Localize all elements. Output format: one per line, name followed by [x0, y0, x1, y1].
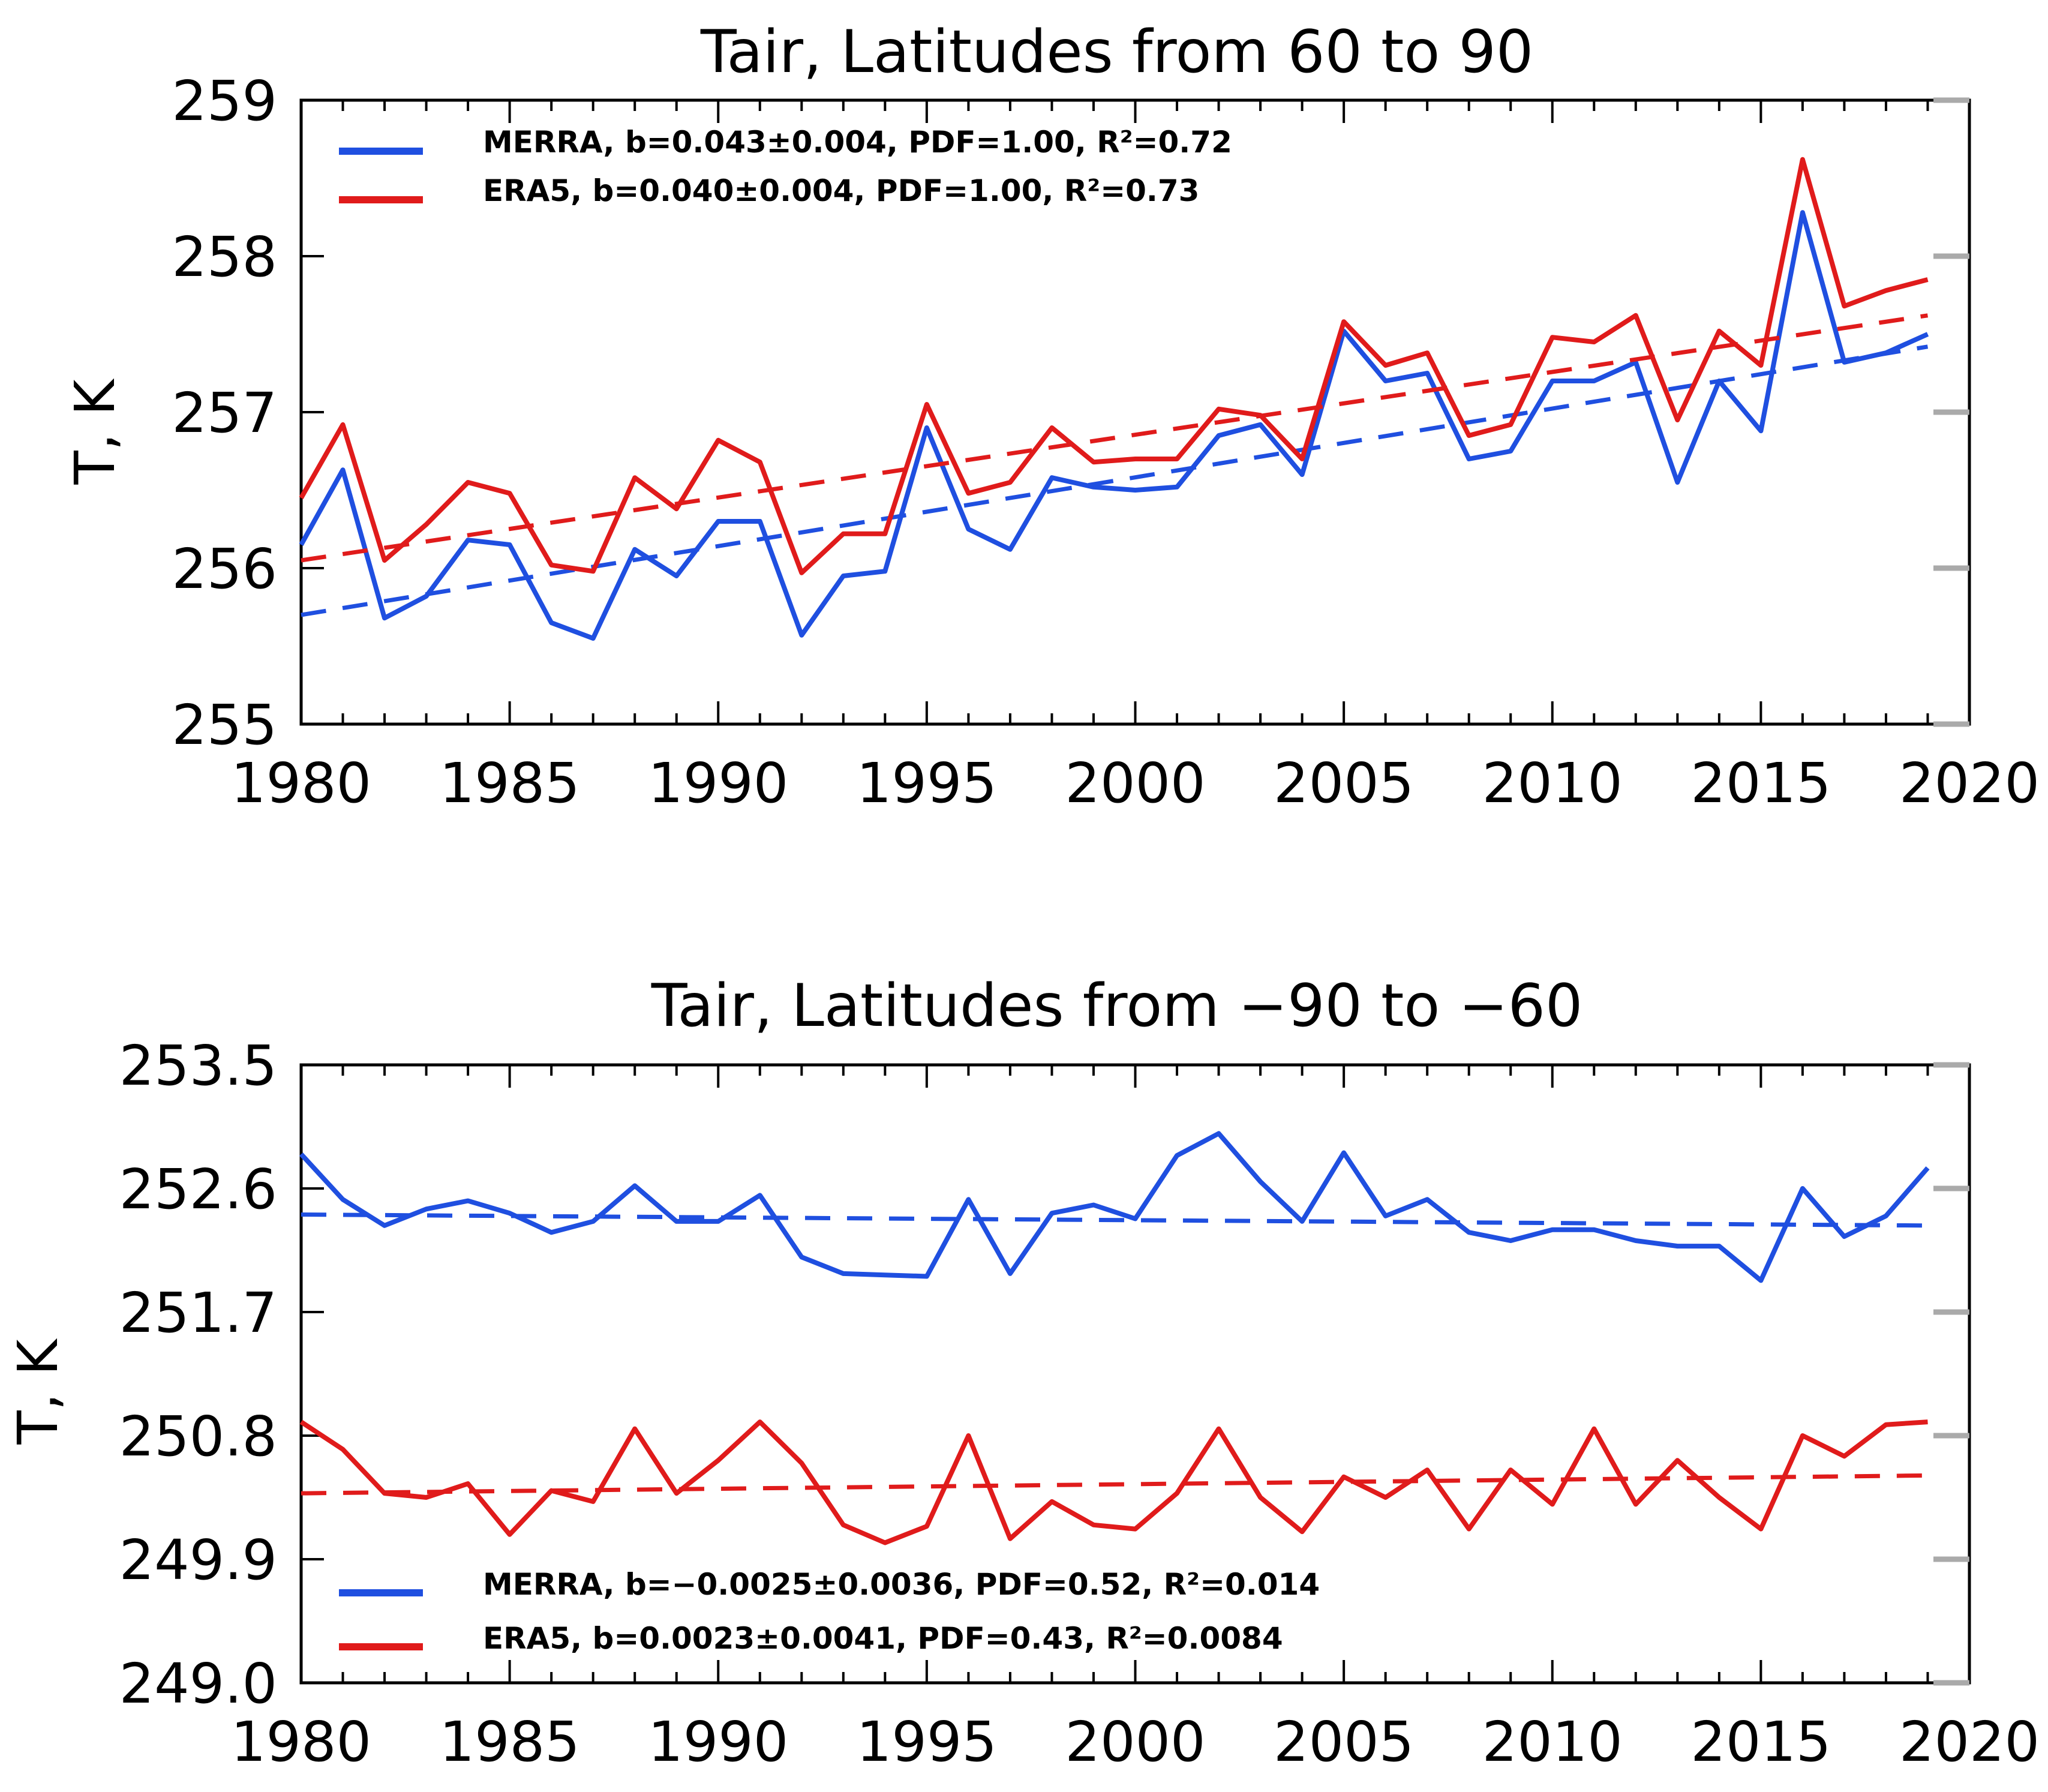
x-tick-label: 2000: [1065, 1710, 1205, 1774]
plot-area: 1980 1985 1990 1995 2000 2005 2010 2015 2020 255 2…: [172, 69, 2040, 815]
series-line-merra: [299, 1131, 1930, 1283]
y-axis-label: T, K: [63, 378, 127, 485]
x-tick-label: 2015: [1690, 1710, 1831, 1774]
x-tick-label: 2005: [1274, 1710, 1414, 1774]
plot-area: 1980 1985 1990 1995 2000 2005 2010 2015 2020 249.…: [119, 1034, 2040, 1774]
x-tick-label: 1995: [857, 751, 997, 815]
x-tick-label: 1990: [648, 1710, 788, 1774]
legend-label-era5: ERA5, b=0.0023±0.0041, PDF=0.43, R²=0.00…: [483, 1621, 1283, 1656]
chart-title: Tair, Latitudes from −90 to −60: [651, 972, 1583, 1040]
y-tick-label: 249.9: [119, 1528, 277, 1592]
x-tick-label: 1980: [231, 1710, 371, 1774]
trend-line-merra: [301, 344, 1929, 617]
y-tick-label: 257: [172, 381, 277, 445]
x-tick-label: 2020: [1899, 1710, 2040, 1774]
legend: MERRA, b=0.043±0.004, PDF=1.00, R²=0.72 …: [339, 125, 1232, 208]
x-tick-label: 1995: [857, 1710, 997, 1774]
series-line-era5: [299, 1419, 1928, 1545]
trend-line-era5: [301, 1473, 1928, 1496]
x-tick-label: 2010: [1482, 751, 1623, 815]
y-tick-label: 259: [172, 69, 277, 133]
x-tick-label: 1990: [648, 751, 788, 815]
y-tick-label: 256: [172, 537, 277, 601]
x-tick-label: 2010: [1482, 1710, 1623, 1774]
y-tick-label: 250.8: [119, 1404, 277, 1469]
chart-bottom-antarctic: Tair, Latitudes from −90 to −60 T, K 198…: [6, 972, 2040, 1774]
x-tick-label: 1985: [440, 751, 580, 815]
series-line-era5: [299, 157, 1929, 575]
x-tick-label: 2020: [1899, 751, 2040, 815]
x-tick-label: 2015: [1690, 751, 1831, 815]
legend-label-era5: ERA5, b=0.040±0.004, PDF=1.00, R²=0.73: [483, 173, 1199, 208]
trend-line-merra: [301, 1212, 1928, 1228]
y-tick-label: 251.7: [119, 1281, 277, 1345]
y-axis-label: T, K: [6, 1338, 70, 1445]
y-tick-label: 255: [172, 693, 277, 757]
chart-top-arctic: Tair, Latitudes from 60 to 90 T, K 1980 1…: [63, 18, 2040, 815]
y-tick-label: 249.0: [119, 1652, 277, 1716]
y-tick-label: 253.5: [119, 1034, 277, 1098]
y-tick-label: 258: [172, 225, 277, 289]
x-tick-label: 1980: [231, 751, 371, 815]
legend: MERRA, b=−0.0025±0.0036, PDF=0.52, R²=0.…: [339, 1567, 1320, 1656]
series-line-merra: [299, 210, 1929, 641]
trend-line-era5: [301, 313, 1928, 563]
legend-label-merra: MERRA, b=0.043±0.004, PDF=1.00, R²=0.72: [483, 125, 1232, 160]
y-tick-label: 252.6: [119, 1157, 277, 1221]
chart-title: Tair, Latitudes from 60 to 90: [700, 18, 1533, 86]
x-tick-label: 2005: [1274, 751, 1414, 815]
x-tick-label: 1985: [440, 1710, 580, 1774]
legend-label-merra: MERRA, b=−0.0025±0.0036, PDF=0.52, R²=0.…: [483, 1567, 1320, 1602]
x-tick-label: 2000: [1065, 751, 1205, 815]
